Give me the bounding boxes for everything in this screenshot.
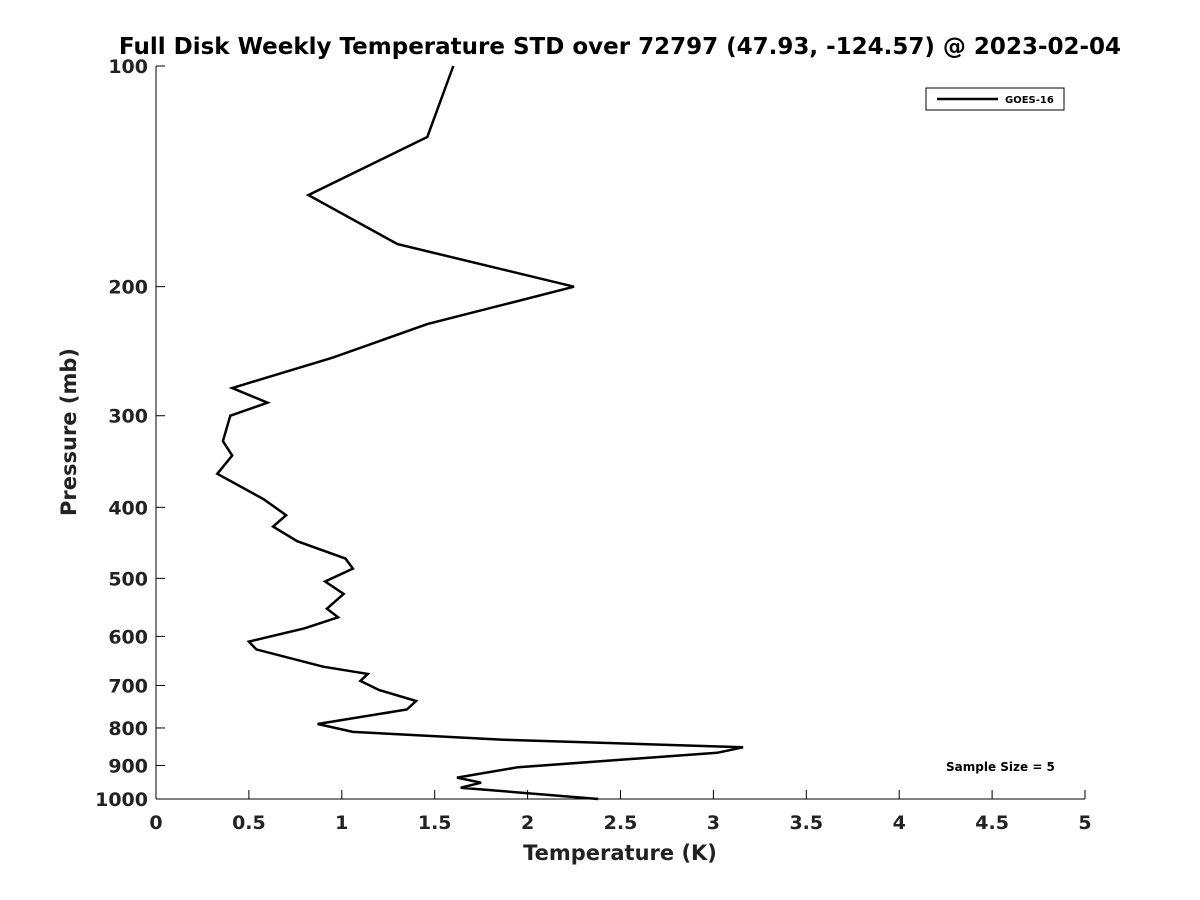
x-tick-label: 1.5 xyxy=(418,812,452,834)
y-tick-label: 100 xyxy=(108,56,148,78)
y-tick-label: 400 xyxy=(108,497,148,519)
y-tick-label: 700 xyxy=(108,675,148,697)
y-tick-label: 800 xyxy=(108,718,148,740)
series-layer xyxy=(215,65,744,801)
x-tick-label: 4 xyxy=(893,812,906,834)
chart-title: Full Disk Weekly Temperature STD over 72… xyxy=(119,34,1121,60)
x-tick-label: 2.5 xyxy=(604,812,638,834)
y-axis-label: Pressure (mb) xyxy=(57,348,81,516)
series-line-goes-16 xyxy=(215,65,744,801)
legend: GOES-16 xyxy=(925,87,1065,111)
y-tick-label: 1000 xyxy=(95,789,148,811)
x-tick-label: 5 xyxy=(1078,812,1091,834)
y-axis-ticks: 100 200 300 400 500 600 700 800 900 1000 xyxy=(95,56,165,811)
y-tick-label: 500 xyxy=(108,568,148,590)
y-tick-label: 200 xyxy=(108,277,148,299)
x-tick-label: 1 xyxy=(335,812,348,834)
x-axis-label: Temperature (K) xyxy=(523,841,717,865)
plot-area xyxy=(155,66,1085,800)
x-tick-label: 4.5 xyxy=(975,812,1009,834)
x-tick-label: 2 xyxy=(521,812,534,834)
y-tick-label: 300 xyxy=(108,406,148,428)
x-tick-label: 0.5 xyxy=(232,812,266,834)
x-tick-label: 3.5 xyxy=(789,812,823,834)
y-tick-label: 900 xyxy=(108,755,148,777)
x-tick-label: 0 xyxy=(149,812,162,834)
y-tick-label: 600 xyxy=(108,626,148,648)
legend-label-goes-16: GOES-16 xyxy=(1005,95,1054,106)
x-tick-label: 3 xyxy=(707,812,720,834)
x-axis-ticks: 0 0.5 1 1.5 2 2.5 3 3.5 4 4.5 5 xyxy=(149,790,1092,834)
sample-size-annotation: Sample Size = 5 xyxy=(946,760,1055,774)
